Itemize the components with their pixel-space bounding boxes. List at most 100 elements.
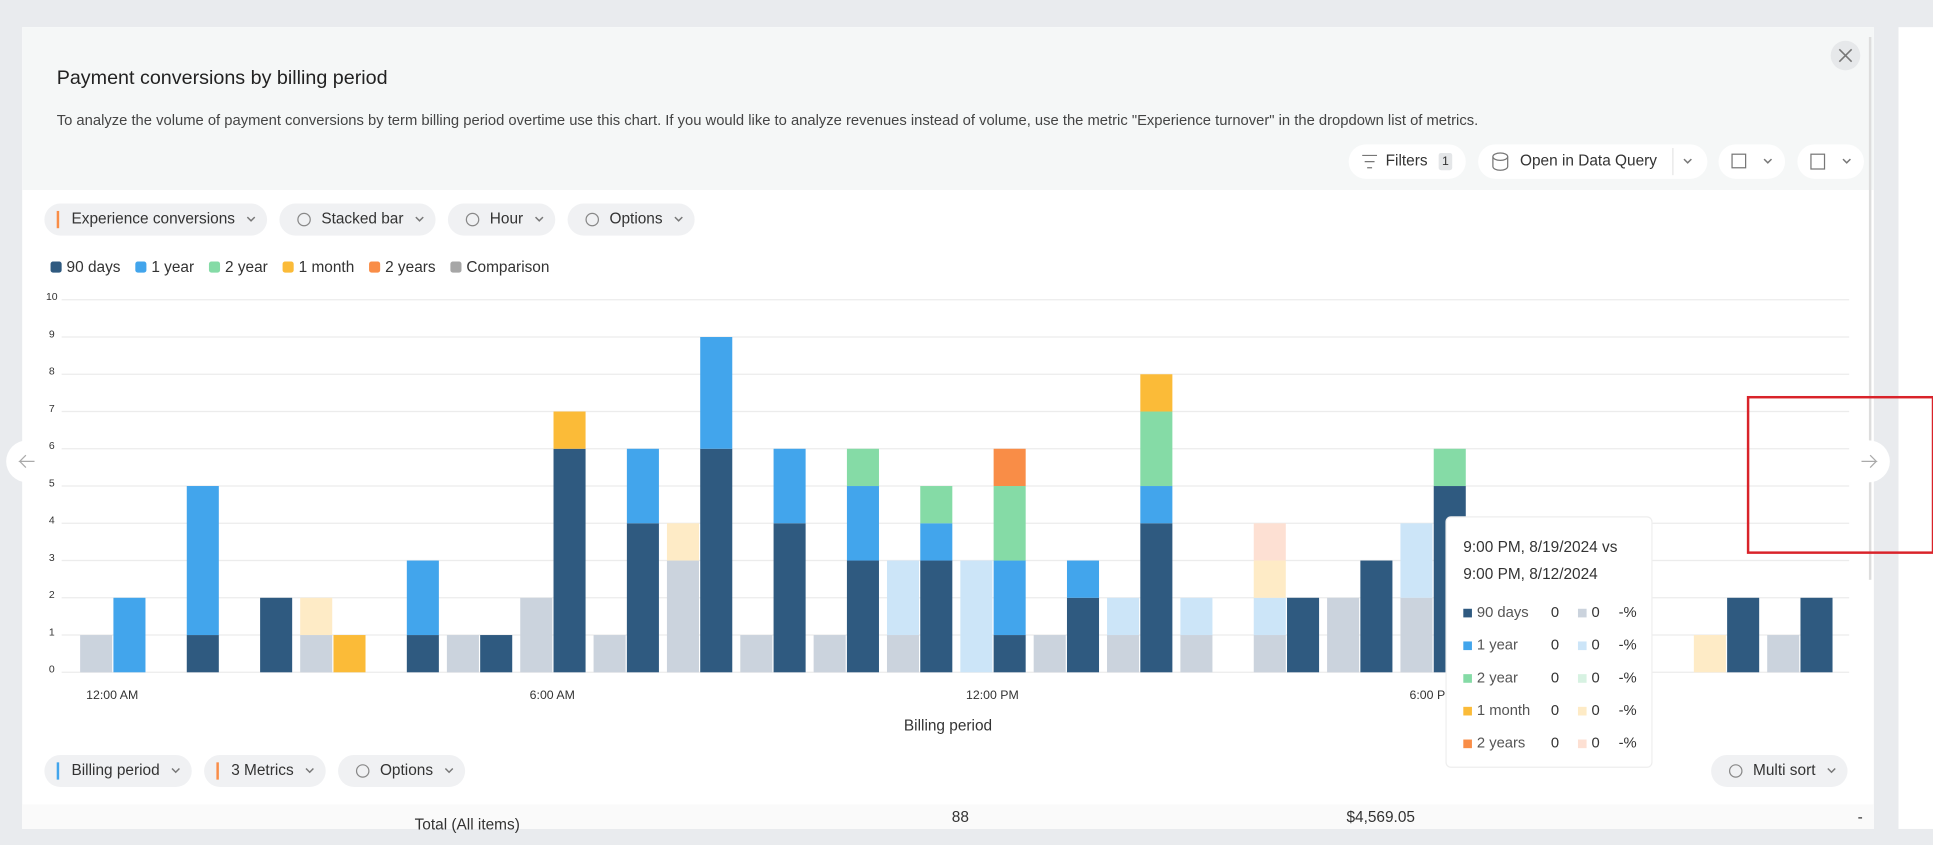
bar [700,448,733,673]
tooltip [1445,516,1653,768]
bar [1140,486,1173,524]
chip[interactable] [44,754,192,788]
comparison-bar [886,635,920,673]
table-cell: 88 [952,809,969,826]
bar [626,523,659,673]
y-tick-label: 2 [49,590,55,601]
chevron [1683,158,1692,164]
bar [1287,597,1320,673]
comparison-bar [1107,635,1140,673]
chip[interactable] [204,754,326,788]
x-tick-label: 12:00 AM [86,688,138,702]
tooltip-swatch [1577,608,1587,618]
bar [920,523,953,561]
bar [993,560,1026,636]
tooltip-change: -% [1619,605,1637,621]
legend-swatch [450,261,462,273]
chart: 90 days 1 year 2 year 1 month 2 years Compari… [46,259,1850,702]
copy-button[interactable] [1718,144,1786,179]
tooltip-series: 1 year [1477,638,1518,654]
tooltip-value: 0 [1551,605,1559,621]
tooltip-change: -% [1619,638,1637,654]
bar [773,448,806,524]
highlight-box [1746,395,1933,554]
bar [993,448,1026,487]
chip-label: Experience conversions [72,211,236,228]
bar [333,635,366,673]
chip[interactable] [338,754,466,788]
chip-label: Multi sort [1753,762,1816,779]
tooltip-series: 1 month [1477,703,1530,719]
chip-label: Billing period [72,762,160,779]
comparison-bar [1253,560,1286,598]
x-axis-label: Billing period [904,718,992,735]
filters-button[interactable] [1348,144,1466,179]
bar [406,635,439,673]
modal-description: To analyze the volume of payment convers… [57,113,1479,129]
tooltip-swatch [1463,739,1472,749]
tooltip-value: 0 [1551,736,1559,752]
y-tick-label: 6 [49,441,55,452]
x-tick-label: 12:00 PM [966,688,1019,702]
x-tick-label: 6:00 PM [1410,688,1456,702]
export-button[interactable] [1797,144,1864,179]
bar [700,337,733,449]
chevron [171,767,180,774]
bottom-controls: Billing period 3 Metrics Options Multi sort [44,754,1848,788]
legend-swatch [282,261,294,273]
controls: Experience conversions Stacked bar Hour Opt… [44,203,695,236]
legend-label: 1 year [151,259,194,276]
chevron [535,216,544,222]
bar [553,411,586,449]
comparison-bar [1400,597,1433,673]
filters-label: Filters [1386,153,1428,170]
bar [920,560,953,673]
legend-label: 2 years [385,259,436,276]
chip-icon [585,212,600,227]
chip[interactable] [567,203,695,236]
bar [553,448,586,673]
bar [993,635,1026,673]
tooltip-comparison: 0 [1592,736,1600,752]
table-cell: - [1858,809,1863,826]
bar [846,448,879,487]
chip-label: Options [609,211,662,228]
next-icon [1861,454,1878,468]
x-tick-label: 6:00 AM [530,688,575,702]
legend-label: Comparison [466,259,549,276]
tooltip-comparison: 0 [1592,605,1600,621]
tooltip-swatch [1463,706,1472,716]
chip[interactable] [44,203,268,236]
tooltip-swatch [1577,641,1587,651]
chip[interactable] [279,203,436,236]
open-query-label: Open in Data Query [1520,153,1657,170]
modal-title: Payment conversions by billing period [57,67,388,89]
close-icon [1838,48,1853,63]
bar [626,448,659,524]
scrollbar [1868,37,1872,580]
chip[interactable] [1711,754,1848,788]
side-panel [1898,27,1933,829]
chip-label: Stacked bar [321,211,403,228]
comparison-bar [1253,635,1286,673]
chip-icon [1728,764,1743,778]
y-tick-label: 7 [49,404,55,415]
bar [1140,523,1173,673]
tooltip-value: 0 [1551,670,1559,686]
open-query-button[interactable] [1478,144,1708,179]
y-tick-label: 5 [49,478,55,489]
legend-swatch [50,261,62,273]
chip-accent [56,210,60,229]
filter-count: 1 [1442,154,1449,168]
tooltip-swatch [1463,674,1472,683]
tooltip-change: -% [1619,736,1637,752]
chip[interactable] [447,203,556,236]
table-cell: $4,569.05 [1346,809,1415,826]
copy-icon [1731,153,1747,169]
y-tick-label: 1 [49,627,55,638]
chevron [674,216,683,222]
comparison-bar [666,523,699,561]
chip-accent [56,762,60,780]
bar [1066,597,1100,673]
